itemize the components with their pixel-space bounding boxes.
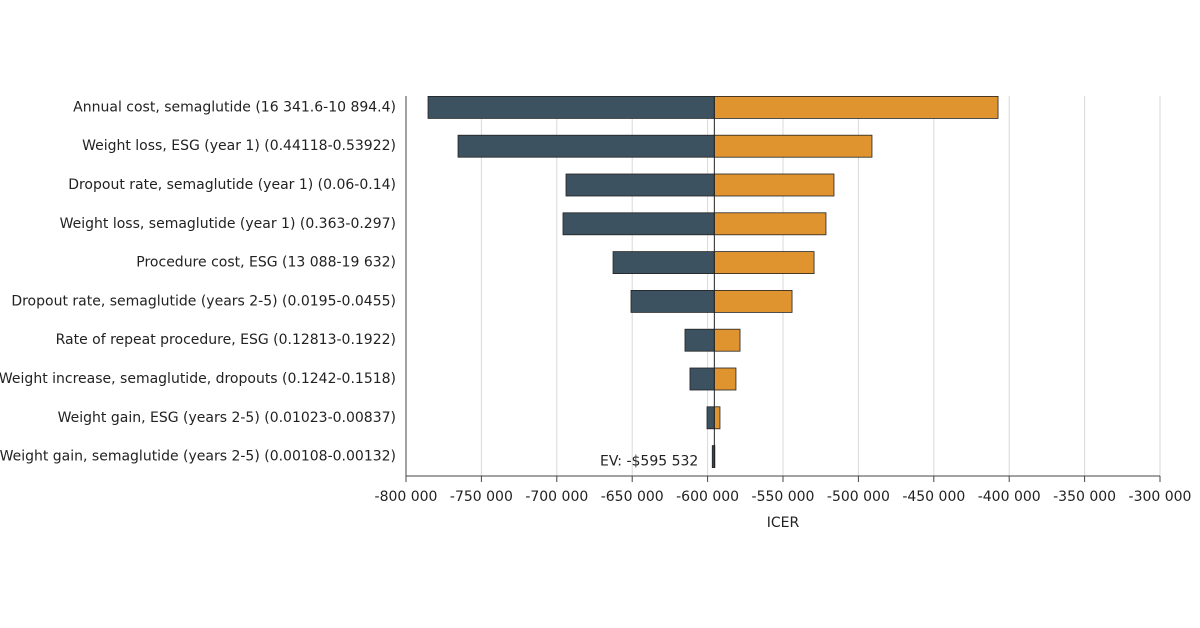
y-tick-label: Dropout rate, semaglutide (year 1) (0.06… [68, 177, 396, 193]
bar [562, 212, 715, 236]
y-tick-label: Weight gain, semaglutide (years 2-5) (0.… [0, 449, 396, 465]
y-tick-label: Weight loss, ESG (year 1) (0.44118-0.539… [82, 138, 396, 154]
x-tick-label: -750 000 [450, 489, 513, 505]
y-tick-label: Rate of repeat procedure, ESG (0.12813-0… [56, 332, 396, 348]
x-tick-label: -800 000 [375, 489, 438, 505]
bar [713, 134, 873, 158]
bar [713, 406, 721, 430]
bar [457, 134, 715, 158]
bar [713, 173, 835, 197]
x-tick-label: -400 000 [978, 489, 1041, 505]
x-tick-label: -550 000 [752, 489, 815, 505]
x-tick-label: -300 000 [1129, 489, 1192, 505]
y-tick-label: Procedure cost, ESG (13 088-19 632) [136, 255, 396, 271]
bar [684, 328, 715, 352]
bar [713, 212, 827, 236]
x-tick-label: -500 000 [827, 489, 890, 505]
y-tick-label: Dropout rate, semaglutide (years 2-5) (0… [11, 293, 396, 309]
bar [713, 328, 741, 352]
bar [713, 367, 737, 391]
bar [706, 406, 715, 430]
x-tick-label: -600 000 [676, 489, 739, 505]
bar [689, 367, 715, 391]
bar [713, 251, 815, 275]
bar [427, 96, 715, 119]
baseline-label: EV: -$595 532 [600, 454, 698, 470]
bar [713, 289, 793, 313]
x-tick-label: -350 000 [1053, 489, 1116, 505]
x-tick-label: -650 000 [601, 489, 664, 505]
x-axis-label: ICER [767, 515, 800, 531]
y-tick-label: Annual cost, semaglutide (16 341.6-10 89… [73, 99, 396, 115]
x-tick-label: -700 000 [525, 489, 588, 505]
bar [565, 173, 715, 197]
bar [630, 289, 715, 313]
y-tick-label: Weight increase, semaglutide, dropouts (… [0, 371, 396, 387]
y-tick-label: Weight gain, ESG (years 2-5) (0.01023-0.… [58, 410, 396, 426]
x-tick-label: -450 000 [902, 489, 965, 505]
bar [713, 96, 999, 119]
y-tick-label: Weight loss, semaglutide (year 1) (0.363… [60, 216, 396, 232]
bar [612, 251, 715, 275]
